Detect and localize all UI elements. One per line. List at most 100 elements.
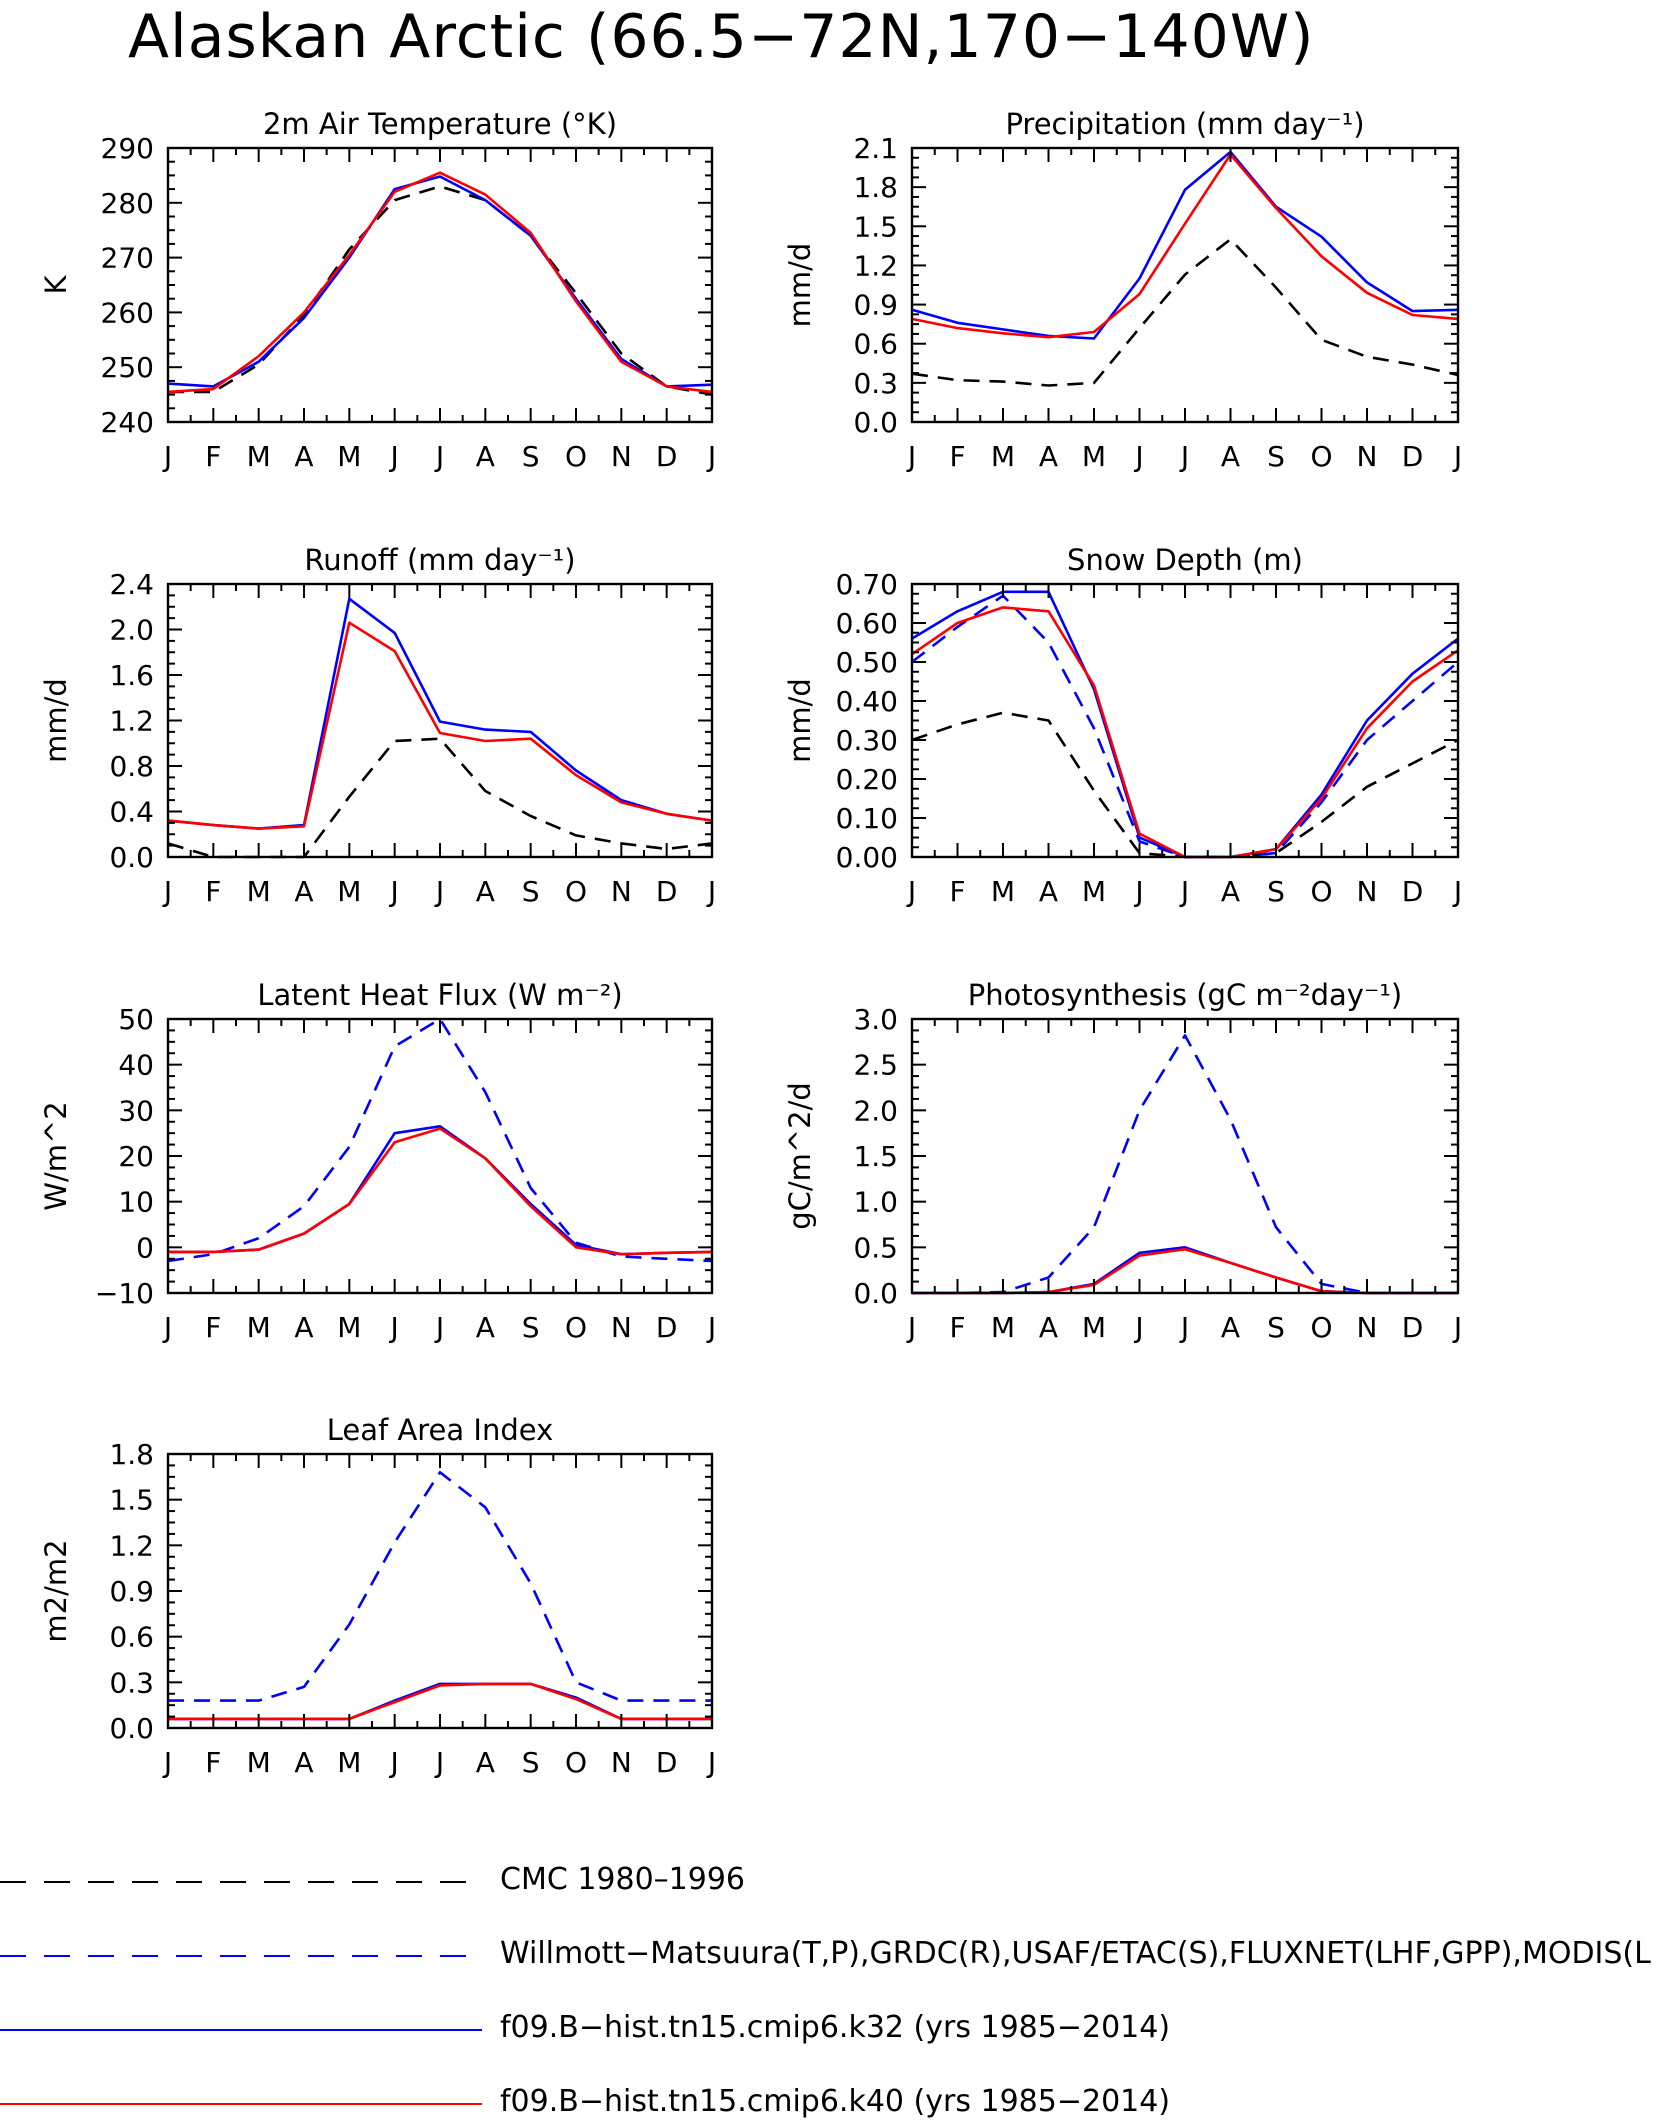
y-axis-label: W/m^2 <box>39 1101 73 1210</box>
x-tick-label: J <box>162 875 172 908</box>
y-tick-label: 1.5 <box>853 1140 898 1173</box>
y-tick-label: 0.30 <box>836 724 898 757</box>
x-tick-label: A <box>294 1311 313 1344</box>
series-line-k32-solid <box>168 1125 713 1256</box>
chart-panel-runoff-mm-day: Runoff (mm day⁻¹)mm/dJ F M A M J J A S O N D J0.00.4… <box>39 543 716 908</box>
x-tick-label: A <box>1039 1311 1058 1344</box>
plot-frame <box>166 146 714 424</box>
chart-title: Photosynthesis (gC m⁻²day⁻¹) <box>968 978 1402 1012</box>
y-tick-label: 270 <box>101 242 154 275</box>
x-tick-label: N <box>611 1311 632 1344</box>
x-tick-label: A <box>476 1746 495 1779</box>
x-tick-label: J <box>389 440 399 473</box>
x-tick-label: J <box>389 1746 399 1779</box>
y-tick-label: 0.0 <box>853 1277 898 1310</box>
x-tick-label: J <box>1452 440 1462 473</box>
x-tick-label: J <box>1179 440 1189 473</box>
x-tick-label: D <box>656 875 678 908</box>
x-tick-label: F <box>949 440 965 473</box>
x-tick-label: N <box>1357 440 1378 473</box>
x-tick-label: O <box>1310 440 1332 473</box>
x-tick-label: N <box>1357 1311 1378 1344</box>
y-tick-label: 290 <box>101 132 154 165</box>
legend-item-observations: Willmott−Matsuura(T,P),GRDC(R),USAF/ETAC… <box>0 1936 1670 1976</box>
y-axis-label: K <box>39 275 73 295</box>
x-tick-label: M <box>337 875 361 908</box>
x-tick-label: O <box>1310 1311 1332 1344</box>
series-line-k32-solid <box>167 597 713 830</box>
x-tick-label: O <box>1310 875 1332 908</box>
x-tick-label: D <box>656 440 678 473</box>
x-tick-label: J <box>706 440 716 473</box>
x-tick-label: J <box>162 1746 172 1779</box>
x-tick-label: D <box>1402 1311 1424 1344</box>
x-tick-label: J <box>906 1311 916 1344</box>
chart-title: Snow Depth (m) <box>1067 543 1303 577</box>
series-line-k32-solid <box>911 150 1459 340</box>
series-line-willmott-matsuura-dashed <box>912 1034 1458 1295</box>
x-tick-label: D <box>656 1311 678 1344</box>
y-tick-label: 0.10 <box>836 802 898 835</box>
series-line-k40-solid <box>167 171 713 394</box>
x-tick-label: O <box>565 875 587 908</box>
y-tick-label: 0.0 <box>109 1712 154 1745</box>
x-tick-label: J <box>1179 1311 1189 1344</box>
y-tick-label: 0.9 <box>853 289 898 322</box>
x-tick-label: S <box>522 1311 540 1344</box>
legend-item-cmc: CMC 1980–1996 <box>0 1862 1670 1902</box>
y-tick-label: 0.0 <box>853 406 898 439</box>
legend-swatch-blue-solid <box>0 2029 482 2031</box>
x-tick-label: A <box>294 440 313 473</box>
x-tick-label: M <box>1082 875 1106 908</box>
y-tick-label: 0.5 <box>853 1231 898 1264</box>
x-tick-label: N <box>611 1746 632 1779</box>
x-tick-label: J <box>434 1746 444 1779</box>
y-tick-label: 2.0 <box>853 1094 898 1127</box>
x-tick-label: J <box>1133 875 1143 908</box>
y-tick-label: 0.00 <box>836 841 898 874</box>
y-tick-label: 2.4 <box>109 568 154 601</box>
legend-label: Willmott−Matsuura(T,P),GRDC(R),USAF/ETAC… <box>500 1936 1651 1971</box>
x-tick-label: N <box>611 440 632 473</box>
x-tick-label: J <box>434 1311 444 1344</box>
x-tick-label: A <box>476 875 495 908</box>
y-tick-label: 2.0 <box>109 614 154 647</box>
series-line-k40-solid <box>167 621 713 830</box>
y-tick-label: 1.5 <box>109 1484 154 1517</box>
x-tick-label: N <box>611 875 632 908</box>
y-tick-label: 0.8 <box>109 750 154 783</box>
y-tick-label: 0.4 <box>109 796 154 829</box>
legend-label: CMC 1980–1996 <box>500 1862 746 1897</box>
y-tick-label: 1.0 <box>853 1186 898 1219</box>
x-tick-label: J <box>906 875 916 908</box>
chart-panel-snow-depth-m: Snow Depth (m)mm/dJ F M A M J J A S O N D J0.000.100… <box>783 543 1462 908</box>
series-line-k32-solid <box>911 590 1459 859</box>
legend-swatch-black-dashed <box>0 1881 482 1883</box>
x-tick-label: J <box>1133 440 1143 473</box>
y-tick-label: 0.70 <box>836 568 898 601</box>
chart-title: Runoff (mm day⁻¹) <box>304 543 575 577</box>
y-tick-label: 20 <box>118 1140 154 1173</box>
series-line-cmc-1980-1996-dashed <box>167 737 713 859</box>
x-tick-label: M <box>247 1746 271 1779</box>
x-tick-label: J <box>1179 875 1189 908</box>
chart-title: Precipitation (mm day⁻¹) <box>1005 107 1364 141</box>
y-tick-label: 280 <box>101 187 154 220</box>
x-tick-label: M <box>337 440 361 473</box>
y-tick-label: 30 <box>118 1094 154 1127</box>
y-tick-label: 0.9 <box>109 1575 154 1608</box>
x-tick-label: F <box>949 1311 965 1344</box>
y-tick-label: 1.2 <box>853 249 898 282</box>
x-tick-label: D <box>656 1746 678 1779</box>
series-line-k32-solid <box>167 175 713 388</box>
y-tick-label: 0.6 <box>853 328 898 361</box>
x-tick-label: F <box>205 1311 221 1344</box>
chart-title: Latent Heat Flux (W m⁻²) <box>257 978 622 1012</box>
x-tick-label: D <box>1402 440 1424 473</box>
x-tick-label: J <box>434 875 444 908</box>
x-tick-label: J <box>906 440 916 473</box>
y-tick-label: 10 <box>118 1186 154 1219</box>
y-tick-label: 0.50 <box>836 646 898 679</box>
plot-frame <box>910 1017 1460 1295</box>
x-tick-label: M <box>1082 1311 1106 1344</box>
